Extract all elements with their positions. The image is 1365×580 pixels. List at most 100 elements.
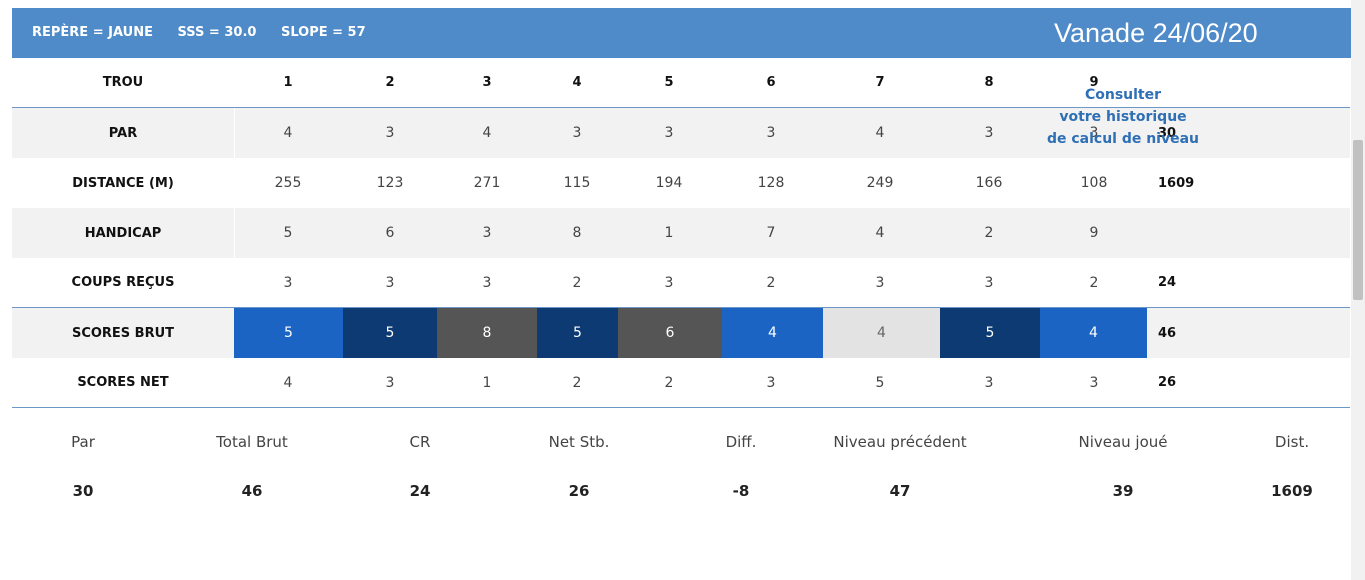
score-cell: 8 — [437, 308, 537, 358]
row-total: 30 — [1158, 125, 1177, 141]
column-divider — [234, 208, 235, 258]
score-cell: 5 — [343, 308, 437, 358]
row-coups-recus: COUPS REÇUS 3 3 3 2 3 2 3 3 2 24 — [12, 258, 1350, 308]
table-cell: 2 — [572, 274, 582, 291]
table-cell: 2 — [1089, 274, 1099, 291]
hole-number: 2 — [385, 75, 395, 90]
table-cell: 3 — [984, 274, 994, 291]
table-cell: 3 — [283, 274, 293, 291]
table-cell: 3 — [1089, 125, 1099, 141]
row-label: COUPS REÇUS — [71, 275, 175, 290]
table-cell: 3 — [385, 374, 395, 391]
table-cell: 3 — [984, 374, 994, 391]
table-cell: 4 — [875, 125, 885, 141]
row-scores-net: SCORES NET 4 3 1 2 2 3 5 3 3 26 — [12, 358, 1350, 408]
table-cell: 3 — [664, 274, 674, 291]
scorecard-table: TROU 1 2 3 4 5 6 7 8 9 PAR 4 3 4 3 3 3 4 3 3 30 DISTANCE (M… — [12, 58, 1350, 408]
scrollbar-thumb[interactable] — [1353, 140, 1363, 300]
sss-label: SSS = 30.0 — [177, 25, 257, 40]
column-divider — [234, 108, 235, 158]
table-cell: 1 — [482, 374, 492, 391]
repere-label: REPÈRE = JAUNE — [32, 25, 153, 40]
history-link-line2: votre historique — [1059, 109, 1187, 125]
column-divider — [234, 258, 235, 307]
table-cell: 3 — [766, 125, 776, 141]
slope-label: SLOPE = 57 — [280, 25, 366, 40]
summary-label: Niveau joué — [1078, 433, 1168, 451]
table-cell: 4 — [482, 125, 492, 141]
history-link[interactable]: Consulter votre historique de calcul de … — [1028, 84, 1218, 150]
scrollbar[interactable] — [1351, 0, 1365, 580]
row-trou: TROU 1 2 3 4 5 6 7 8 9 — [12, 58, 1350, 108]
row-label: SCORES NET — [77, 375, 169, 390]
hole-number: 4 — [572, 75, 582, 90]
history-link-line3: de calcul de niveau — [1046, 131, 1200, 147]
table-cell: 3 — [482, 274, 492, 291]
table-cell: 6 — [385, 225, 395, 241]
summary-label: Par — [71, 433, 95, 451]
table-cell: 8 — [572, 225, 582, 241]
table-cell: 3 — [385, 274, 395, 291]
table-cell: 3 — [1089, 374, 1099, 391]
table-cell: 166 — [975, 175, 1003, 191]
history-link-line1: Consulter — [1084, 87, 1162, 103]
row-label: TROU — [102, 75, 144, 90]
summary-value: -8 — [732, 482, 750, 500]
table-cell: 2 — [984, 225, 994, 241]
course-info: REPÈRE = JAUNE SSS = 30.0 SLOPE = 57 — [32, 25, 386, 40]
hole-number: 6 — [766, 75, 776, 90]
table-cell: 128 — [757, 175, 785, 191]
table-cell: 7 — [766, 225, 776, 241]
row-distance: DISTANCE (M) 255 123 271 115 194 128 249 166 108 1… — [12, 158, 1350, 208]
row-label: SCORES BRUT — [71, 325, 175, 341]
table-cell: 4 — [875, 225, 885, 241]
table-cell: 2 — [664, 374, 674, 391]
summary-value: 46 — [241, 482, 263, 500]
table-cell: 4 — [283, 125, 293, 141]
row-label: DISTANCE (M) — [72, 175, 174, 191]
table-cell: 194 — [655, 175, 683, 191]
summary-value: 39 — [1112, 482, 1134, 500]
row-label: PAR — [108, 125, 138, 141]
summary-value: 47 — [889, 482, 911, 500]
table-cell: 4 — [283, 374, 293, 391]
hole-number: 3 — [482, 75, 492, 90]
hole-number: 7 — [875, 75, 885, 90]
table-cell: 5 — [283, 225, 293, 241]
summary-value: 1609 — [1271, 482, 1313, 500]
table-cell: 3 — [984, 125, 994, 141]
score-cell: 4 — [1040, 308, 1147, 358]
table-cell: 3 — [664, 125, 674, 141]
score-cell: 5 — [234, 308, 343, 358]
summary-label: CR — [409, 433, 431, 451]
score-cell: 5 — [537, 308, 618, 358]
table-cell: 3 — [766, 374, 776, 391]
hole-number: 8 — [984, 75, 994, 90]
summary-value: 26 — [568, 482, 590, 500]
table-cell: 115 — [563, 175, 591, 191]
summary-label: Diff. — [725, 433, 757, 451]
row-total: 26 — [1158, 375, 1177, 390]
table-cell: 2 — [766, 274, 776, 291]
hole-number: 9 — [1089, 75, 1099, 90]
row-par: PAR 4 3 4 3 3 3 4 3 3 30 — [12, 108, 1350, 158]
table-cell: 3 — [572, 125, 582, 141]
summary-label: Niveau précédent — [833, 433, 967, 451]
column-divider — [234, 158, 235, 208]
row-total: 46 — [1158, 325, 1177, 341]
table-cell: 3 — [385, 125, 395, 141]
table-cell: 2 — [572, 374, 582, 391]
column-divider — [234, 58, 235, 107]
table-cell: 5 — [875, 374, 885, 391]
score-cell: 5 — [940, 308, 1040, 358]
row-total: 24 — [1158, 275, 1177, 290]
table-cell: 9 — [1089, 225, 1099, 241]
row-total: 1609 — [1158, 175, 1195, 191]
row-scores-brut: SCORES BRUT 5 5 8 5 6 4 4 5 4 46 — [12, 308, 1350, 358]
score-cell: 4 — [722, 308, 823, 358]
table-cell: 1 — [664, 225, 674, 241]
column-divider — [234, 358, 235, 407]
score-cell: 4 — [823, 308, 940, 358]
scorecard-header: REPÈRE = JAUNE SSS = 30.0 SLOPE = 57 Van… — [12, 8, 1352, 58]
table-cell: 108 — [1080, 175, 1108, 191]
